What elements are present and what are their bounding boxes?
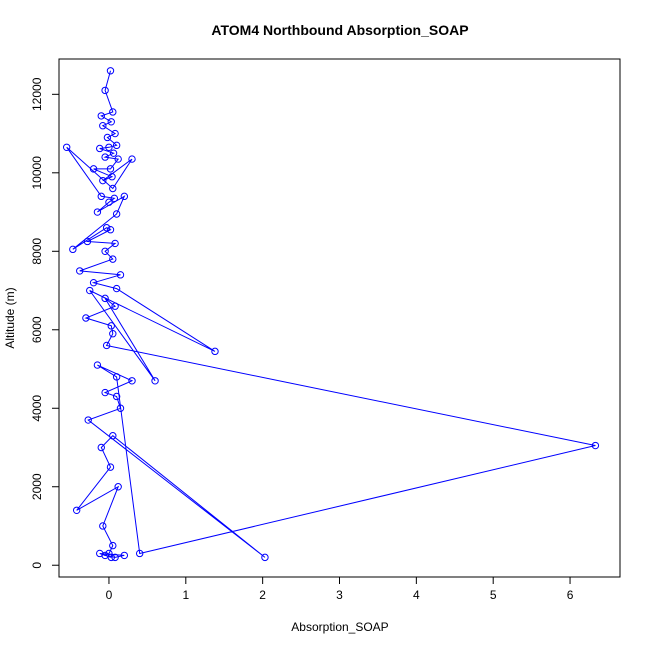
y-tick-label: 2000: [30, 473, 44, 500]
data-point: [109, 149, 118, 157]
data-point: [62, 143, 71, 151]
data-point: [105, 198, 113, 206]
x-tick-label: 2: [259, 588, 266, 602]
data-point: [102, 224, 111, 232]
y-tick-label: 0: [30, 562, 44, 569]
data-point: [99, 522, 107, 530]
data-point: [106, 165, 115, 173]
data-point: [109, 184, 117, 193]
data-point: [111, 302, 119, 310]
data-point: [112, 284, 121, 293]
y-tick-label: 4000: [30, 395, 44, 422]
data-point: [109, 432, 117, 440]
data-point: [111, 553, 119, 562]
data-point: [128, 155, 136, 163]
data-point: [96, 144, 104, 153]
data-point: [108, 173, 116, 181]
data-point: [99, 176, 107, 185]
data-point: [101, 388, 109, 397]
data-point: [116, 404, 125, 412]
data-point: [120, 192, 129, 201]
data-point: [101, 153, 109, 161]
series-group: [62, 67, 600, 562]
series-line: [66, 70, 596, 558]
y-tick-label: 6000: [30, 316, 44, 343]
data-point: [93, 208, 102, 216]
data-point: [110, 194, 119, 203]
data-point: [105, 143, 113, 151]
data-point: [128, 377, 136, 385]
data-point: [112, 210, 121, 218]
x-tick-label: 6: [567, 588, 574, 602]
data-point: [101, 294, 109, 303]
data-point: [83, 237, 92, 246]
data-point: [96, 549, 104, 558]
data-point: [107, 553, 115, 562]
x-tick-label: 3: [336, 588, 343, 602]
data-point: [116, 271, 125, 279]
data-point: [109, 255, 117, 263]
data-point: [109, 108, 117, 116]
data-point: [101, 86, 109, 95]
y-tick-label: 8000: [30, 238, 44, 265]
data-point: [112, 141, 121, 150]
x-tick-label: 1: [182, 588, 189, 602]
chart-title: ATOM4 Northbound Absorption_SOAP: [211, 22, 468, 38]
data-point: [120, 551, 129, 560]
data-point: [86, 286, 94, 295]
data-point: [106, 226, 115, 234]
data-point: [97, 112, 105, 120]
data-point: [93, 361, 102, 369]
y-tick-label: 12000: [30, 77, 44, 111]
data-point: [89, 278, 98, 287]
data-point: [109, 541, 117, 550]
data-point: [72, 506, 81, 514]
data-point: [107, 322, 115, 330]
data-point: [105, 549, 113, 558]
data-point: [84, 416, 92, 424]
data-point: [591, 441, 600, 450]
data-point: [211, 347, 219, 356]
data-point: [107, 118, 115, 126]
data-point: [101, 247, 109, 255]
data-point: [82, 314, 90, 322]
data-point: [69, 245, 77, 254]
x-tick-label: 0: [106, 588, 113, 602]
data-point: [114, 483, 122, 491]
data-point: [111, 239, 119, 248]
data-point: [89, 165, 98, 173]
x-axis: 0 1 2 3 4 5 6: [106, 576, 574, 602]
data-point: [261, 553, 269, 562]
data-point: [111, 129, 119, 138]
y-axis: 0 2000 4000 6000 8000 10000 12000: [30, 77, 60, 569]
data-point: [97, 192, 105, 201]
data-point: [112, 392, 121, 401]
data-point: [106, 67, 115, 75]
data-point: [97, 443, 105, 452]
data-point: [114, 155, 122, 163]
plot-frame: [58, 58, 621, 578]
x-tick-label: 4: [413, 588, 420, 602]
data-point: [102, 341, 111, 350]
x-axis-label: Absorption_SOAP: [291, 620, 388, 634]
data-point: [99, 122, 107, 130]
y-axis-label: Altitude (m): [3, 287, 17, 348]
data-point: [112, 373, 121, 381]
data-point: [103, 133, 112, 142]
x-tick-label: 5: [490, 588, 497, 602]
y-tick-label: 10000: [30, 156, 44, 190]
data-point: [76, 267, 84, 275]
data-point: [109, 329, 117, 338]
data-point: [135, 549, 144, 558]
data-point: [151, 377, 159, 385]
data-point: [106, 463, 115, 471]
